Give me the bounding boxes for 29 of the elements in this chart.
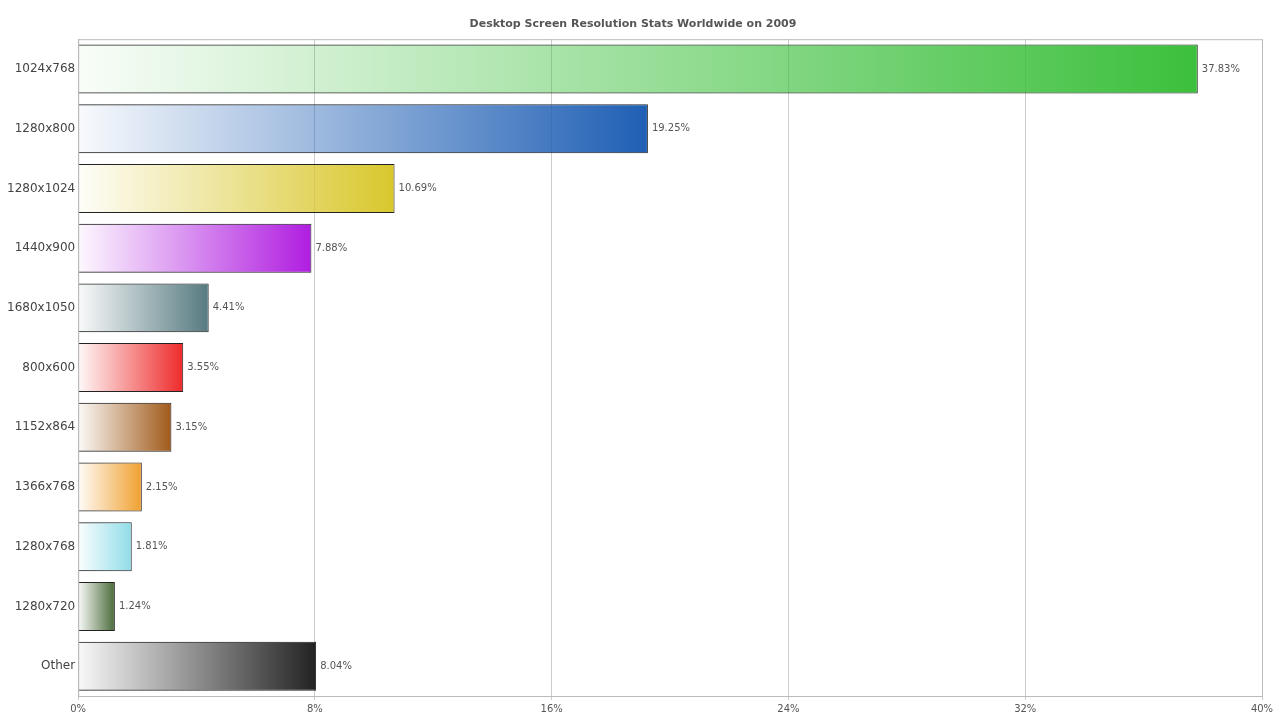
x-tick-label: 8% bbox=[307, 702, 323, 714]
y-tick-label: 1280x800 bbox=[14, 120, 76, 135]
data-label: 3.55% bbox=[187, 361, 220, 373]
chart-subtitle: Desktop Screen Resolution Stats Worldwide on 2009 bbox=[469, 17, 797, 31]
y-tick-label: Other bbox=[41, 658, 76, 673]
data-label: 4.41% bbox=[212, 301, 245, 313]
y-tick-label: 1024x768 bbox=[14, 61, 76, 76]
y-tick-label: 1152x864 bbox=[14, 419, 76, 434]
data-label: 7.88% bbox=[315, 241, 348, 253]
x-tick-label: 32% bbox=[1014, 702, 1037, 714]
data-label: 2.15% bbox=[145, 480, 178, 492]
x-tick-label: 24% bbox=[777, 702, 800, 714]
data-label: 1.81% bbox=[135, 540, 168, 552]
y-tick-label: 1366x768 bbox=[14, 479, 76, 494]
y-tick-label: 1440x900 bbox=[14, 240, 76, 255]
data-label: 3.15% bbox=[175, 420, 208, 432]
y-tick-label: 800x600 bbox=[22, 359, 76, 374]
x-tick-label: 40% bbox=[1250, 702, 1274, 714]
x-tick-label: 0% bbox=[70, 702, 87, 714]
data-label: 1.24% bbox=[118, 600, 151, 612]
data-label: 19.25% bbox=[651, 122, 691, 134]
data-label: 8.04% bbox=[320, 659, 352, 671]
y-tick-label: 1680x1050 bbox=[6, 300, 76, 315]
y-tick-label: 1280x720 bbox=[14, 598, 76, 613]
data-label: 10.69% bbox=[398, 182, 437, 194]
y-tick-label: 1280x1024 bbox=[6, 180, 76, 195]
x-tick-label: 16% bbox=[540, 702, 563, 714]
y-tick-label: 1280x768 bbox=[14, 538, 76, 553]
data-label: 37.83% bbox=[1201, 62, 1240, 74]
